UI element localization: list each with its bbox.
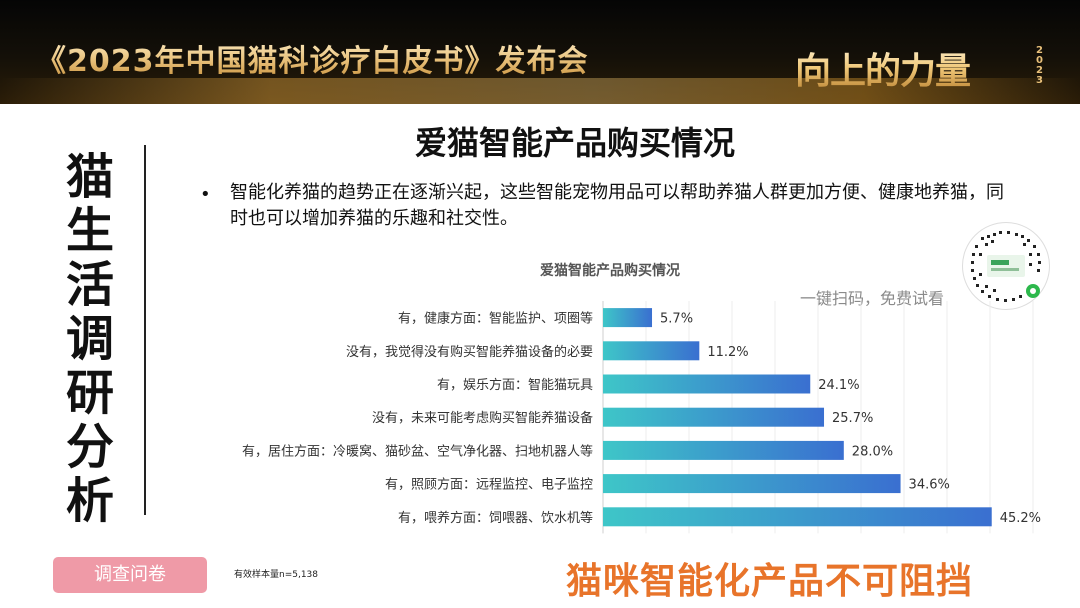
value-label: 25.7% <box>832 411 873 426</box>
brand-logo: 向上的力量 <box>795 42 971 94</box>
category-label: 有，居住方面：冷暖窝、猫砂盆、空气净化器、扫地机器人等 <box>242 443 593 459</box>
conclusion-text: 猫咪智能化产品不可阻挡 <box>566 561 974 602</box>
bar <box>603 507 992 527</box>
qr-code-icon[interactable] <box>962 222 1050 310</box>
category-label: 没有，未来可能考虑购买智能养猫设备 <box>372 410 593 426</box>
category-label: 没有，我觉得没有购买智能养猫设备的必要 <box>346 344 593 360</box>
page-title: 爱猫智能产品购买情况 <box>414 124 735 162</box>
bullet-icon: • <box>200 184 211 205</box>
bar <box>603 308 653 328</box>
value-label: 24.1% <box>818 378 859 393</box>
category-label: 有，健康方面：智能监护、项圈等 <box>398 311 593 327</box>
bar <box>603 407 825 427</box>
bar <box>603 474 901 494</box>
value-label: 45.2% <box>1000 511 1041 526</box>
value-label: 11.2% <box>707 345 748 360</box>
value-label: 28.0% <box>852 444 893 459</box>
section-title: 猫生活调研分析 <box>65 149 114 529</box>
category-label: 有，喂养方面：饲喂器、饮水机等 <box>398 510 593 526</box>
logo-year: 2023 <box>1036 45 1043 86</box>
sample-size-note: 有效样本量n=5,138 <box>234 570 319 580</box>
event-title: 《2023年中国猫科诊疗白皮书》发布会 <box>36 36 589 80</box>
value-label: 34.6% <box>909 478 950 493</box>
category-label: 有，照顾方面：远程监控、电子监控 <box>385 477 593 493</box>
chart-bars: 有，健康方面：智能监护、项圈等 5.7% 没有，我觉得没有购买智能养猫设备的必要 11… <box>242 308 1041 527</box>
bar <box>603 341 700 361</box>
survey-button[interactable]: 调查问卷 <box>53 557 207 593</box>
value-label: 5.7% <box>660 312 693 327</box>
qr-code-graphic <box>971 231 1041 302</box>
banner-glow <box>0 78 1080 104</box>
bullet-text: 智能化养猫的趋势正在逐渐兴起，这些智能宠物用品可以帮助养猫人群更加方便、健康地养… <box>230 182 1004 229</box>
bar <box>603 440 844 460</box>
category-label: 有，娱乐方面：智能猫玩具 <box>437 377 593 393</box>
bar <box>603 374 811 394</box>
scan-hint: 一键扫码，免费试看 <box>800 289 945 308</box>
vertical-divider <box>144 145 146 515</box>
header-banner: 《2023年中国猫科诊疗白皮书》发布会 向上的力量 2023 <box>0 0 1080 104</box>
chart-title: 爱猫智能产品购买情况 <box>540 263 680 279</box>
